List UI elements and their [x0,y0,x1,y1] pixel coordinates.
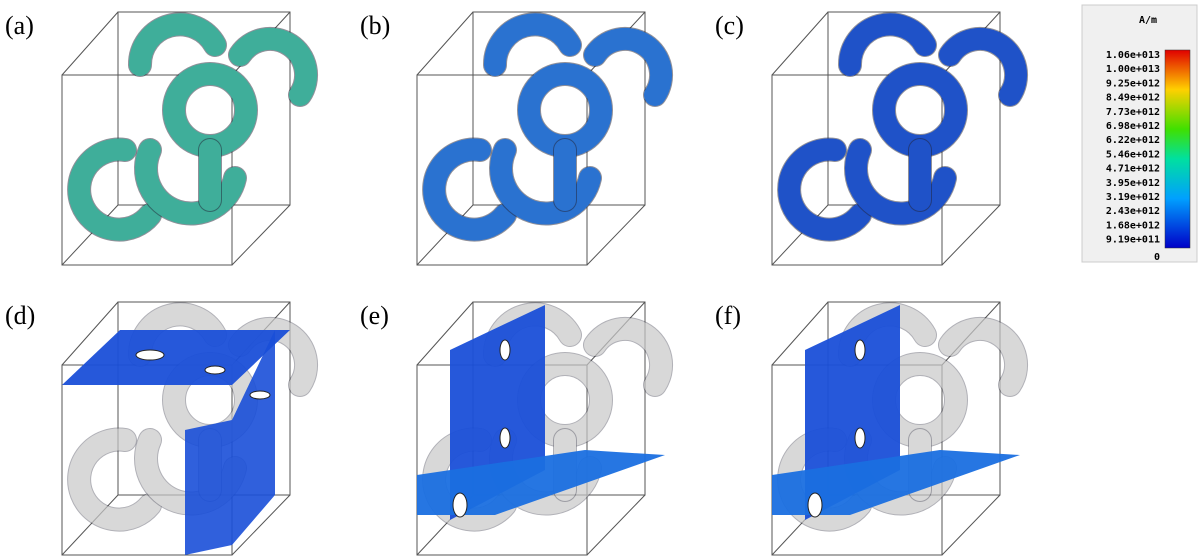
coil-render [79,24,306,229]
panel-label: (f) [715,301,741,330]
colorbar-label: 3.95e+012 [1106,178,1160,189]
colorbar-label: 5.46e+012 [1106,149,1160,160]
colorbar-label: 1.06e+013 [1106,50,1160,61]
panel-c: (c) [715,11,1016,265]
panel-f: (f) [715,301,1020,555]
colorbar-label: 3.19e+012 [1106,192,1160,203]
colorbar-label: 9.25e+012 [1106,78,1160,89]
colorbar: A/m 1.06e+013 1.00e+013 9.25e+012 8.49e+012… [1082,5,1197,263]
colorbar-unit: A/m [1139,15,1157,26]
colorbar-label: 4.71e+012 [1106,164,1160,175]
colorbar-label: 6.22e+012 [1106,135,1160,146]
coil-render [434,24,661,229]
colorbar-label: 6.98e+012 [1106,121,1160,132]
colorbar-label: 7.73e+012 [1106,107,1160,118]
colorbar-gradient [1165,50,1190,248]
panel-b: (b) [360,11,661,265]
panel-label: (a) [5,11,34,40]
panel-label: (c) [715,11,744,40]
panel-a: (a) [5,11,306,265]
panel-label: (d) [5,301,35,330]
panel-d: (d) [5,301,306,555]
panel-e: (e) [360,301,665,555]
colorbar-label: 1.68e+012 [1106,220,1160,231]
colorbar-label: 1.00e+013 [1106,64,1160,75]
colorbar-label: 9.19e+011 [1106,235,1160,246]
colorbar-label: 0 [1154,252,1160,263]
figure: (a) (b) (c) (d) (e) (f) A/m [0,0,1203,559]
colorbar-label: 2.43e+012 [1106,206,1160,217]
panel-label: (b) [360,11,390,40]
panel-label: (e) [360,301,389,330]
colorbar-label: 8.49e+012 [1106,93,1160,104]
coil-render [789,24,1016,229]
